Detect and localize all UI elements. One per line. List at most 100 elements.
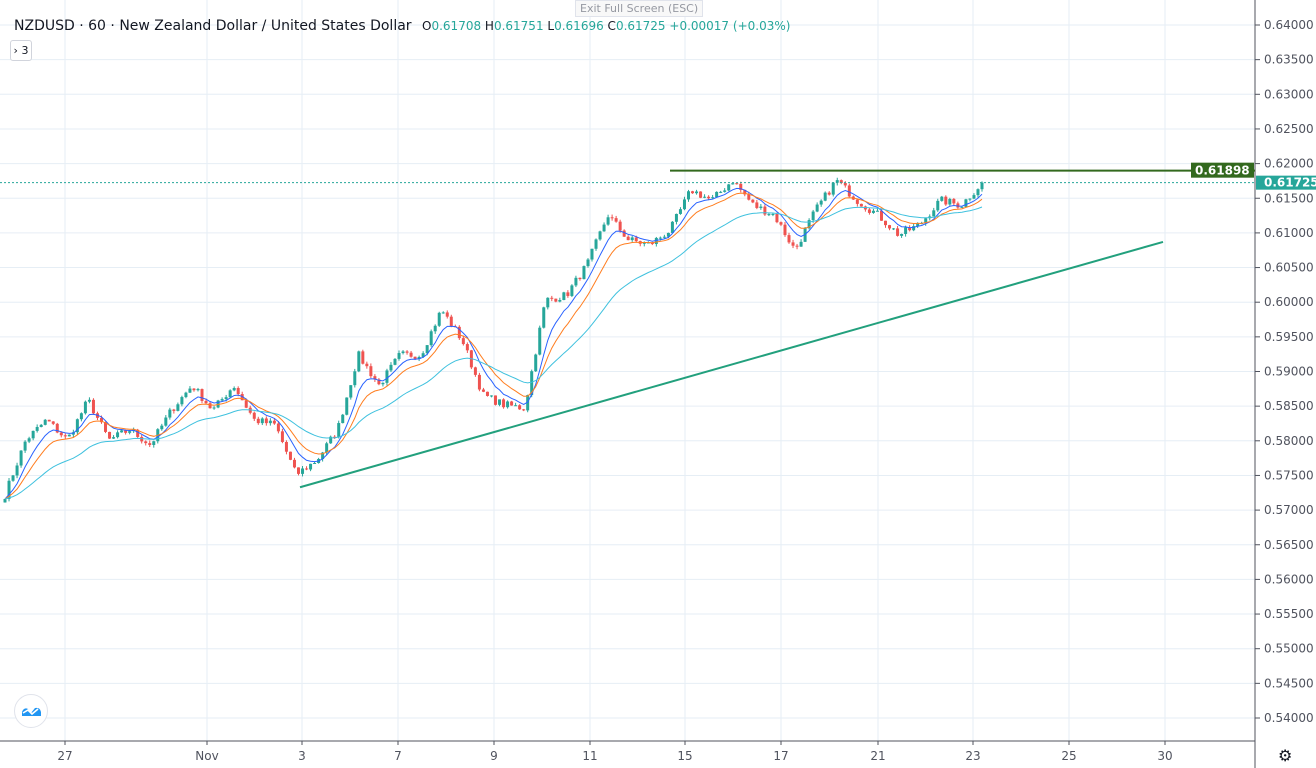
candle-body bbox=[960, 206, 964, 208]
candle-body bbox=[284, 441, 288, 452]
candle-body bbox=[421, 353, 425, 357]
candle-body bbox=[449, 316, 453, 327]
candle-body bbox=[389, 364, 393, 371]
candle-body bbox=[55, 423, 59, 433]
candle-body bbox=[514, 405, 518, 407]
price-tick-label: 0.63500 bbox=[1264, 53, 1314, 67]
price-tick-label: 0.54500 bbox=[1264, 676, 1314, 690]
candle-body bbox=[409, 352, 413, 357]
candle-body bbox=[799, 241, 803, 247]
candle-body bbox=[268, 420, 272, 424]
candle-body bbox=[743, 189, 747, 195]
candle-body bbox=[345, 397, 349, 415]
candle-body bbox=[236, 388, 240, 395]
price-tick-label: 0.57000 bbox=[1264, 503, 1314, 517]
candle-body bbox=[759, 206, 763, 208]
candle-body bbox=[27, 438, 31, 442]
open-value: 0.61708 bbox=[431, 19, 482, 33]
candle-body bbox=[224, 397, 228, 400]
candle-body bbox=[875, 210, 879, 212]
candle-body bbox=[542, 307, 546, 328]
candle-body bbox=[562, 292, 566, 301]
ohlc-values: O0.61708 H0.61751 L0.61696 C0.61725 +0.0… bbox=[422, 19, 790, 33]
candle-body bbox=[361, 351, 365, 364]
symbol[interactable]: NZDUSD bbox=[14, 18, 75, 34]
price-tick-label: 0.59000 bbox=[1264, 365, 1314, 379]
candle-body bbox=[365, 363, 369, 367]
candle-body bbox=[276, 423, 280, 432]
candle-body bbox=[373, 376, 377, 380]
price-tick-label: 0.62500 bbox=[1264, 122, 1314, 136]
resistance-price-label-bg bbox=[1191, 162, 1254, 178]
candle-body bbox=[333, 436, 337, 438]
candle-body bbox=[703, 196, 707, 198]
candle-body bbox=[558, 300, 562, 302]
candle-body bbox=[397, 353, 401, 359]
candle-body bbox=[297, 467, 301, 474]
candle-body bbox=[787, 235, 791, 243]
candle-body bbox=[574, 277, 578, 286]
candle-body bbox=[594, 239, 598, 249]
candle-body bbox=[783, 224, 787, 236]
gear-icon[interactable]: ⚙ bbox=[1278, 746, 1293, 765]
candle-body bbox=[377, 379, 381, 385]
price-tick-label: 0.55000 bbox=[1264, 642, 1314, 656]
candle-body bbox=[952, 198, 956, 204]
time-tick-label: 15 bbox=[677, 749, 692, 763]
price-tick-label: 0.64000 bbox=[1264, 18, 1314, 32]
candle-body bbox=[932, 210, 936, 217]
candle-body bbox=[321, 452, 325, 459]
candle-body bbox=[176, 404, 180, 411]
candle-body bbox=[723, 190, 727, 192]
candle-body bbox=[879, 210, 883, 221]
candle-body bbox=[425, 345, 429, 354]
time-tick-label: 30 bbox=[1157, 749, 1172, 763]
candle-body bbox=[518, 405, 522, 410]
candle-body bbox=[767, 214, 771, 216]
candle-body bbox=[590, 248, 594, 260]
candle-body bbox=[944, 196, 948, 205]
interval[interactable]: 60 bbox=[88, 18, 106, 34]
candle-body bbox=[731, 183, 735, 185]
chart-legend: NZDUSD · 60 · New Zealand Dollar / Unite… bbox=[14, 18, 791, 34]
candle-body bbox=[288, 451, 292, 460]
candle-body bbox=[11, 475, 15, 481]
tradingview-logo-icon[interactable] bbox=[14, 694, 48, 728]
candle-body bbox=[99, 417, 103, 423]
description: New Zealand Dollar / United States Dolla… bbox=[119, 18, 412, 34]
candle-body bbox=[908, 227, 912, 231]
candle-body bbox=[393, 358, 397, 365]
candle-body bbox=[884, 220, 888, 226]
exit-fullscreen-button[interactable]: Exit Full Screen (ESC) bbox=[575, 0, 704, 17]
last-price-label-bg bbox=[1256, 175, 1316, 190]
candle-body bbox=[775, 213, 779, 223]
candle-body bbox=[835, 180, 839, 183]
candle-body bbox=[823, 192, 827, 201]
indicators-toggle-button[interactable]: › 3 bbox=[10, 40, 32, 61]
candle-body bbox=[980, 182, 984, 190]
candle-body bbox=[686, 191, 690, 200]
candle-body bbox=[381, 382, 385, 385]
candle-body bbox=[87, 399, 91, 402]
low-label: L bbox=[547, 19, 555, 33]
candle-body bbox=[120, 430, 124, 433]
candle-body bbox=[622, 230, 626, 237]
price-tick-label: 0.56000 bbox=[1264, 572, 1314, 586]
candle-body bbox=[124, 430, 128, 433]
candle-body bbox=[104, 422, 108, 432]
candle-body bbox=[208, 403, 212, 409]
candle-body bbox=[369, 366, 373, 377]
candle-body bbox=[534, 354, 538, 372]
candle-body bbox=[108, 431, 112, 439]
candle-body bbox=[204, 400, 208, 404]
candle-body bbox=[763, 206, 767, 215]
candle-body bbox=[313, 463, 317, 465]
candle-body bbox=[554, 298, 558, 302]
price-tick-label: 0.56500 bbox=[1264, 538, 1314, 552]
change-value: +0.00017 (+0.03%) bbox=[669, 19, 791, 33]
candle-body bbox=[674, 213, 678, 222]
candle-body bbox=[357, 351, 361, 372]
candle-body bbox=[530, 371, 534, 396]
candle-body bbox=[309, 463, 313, 470]
